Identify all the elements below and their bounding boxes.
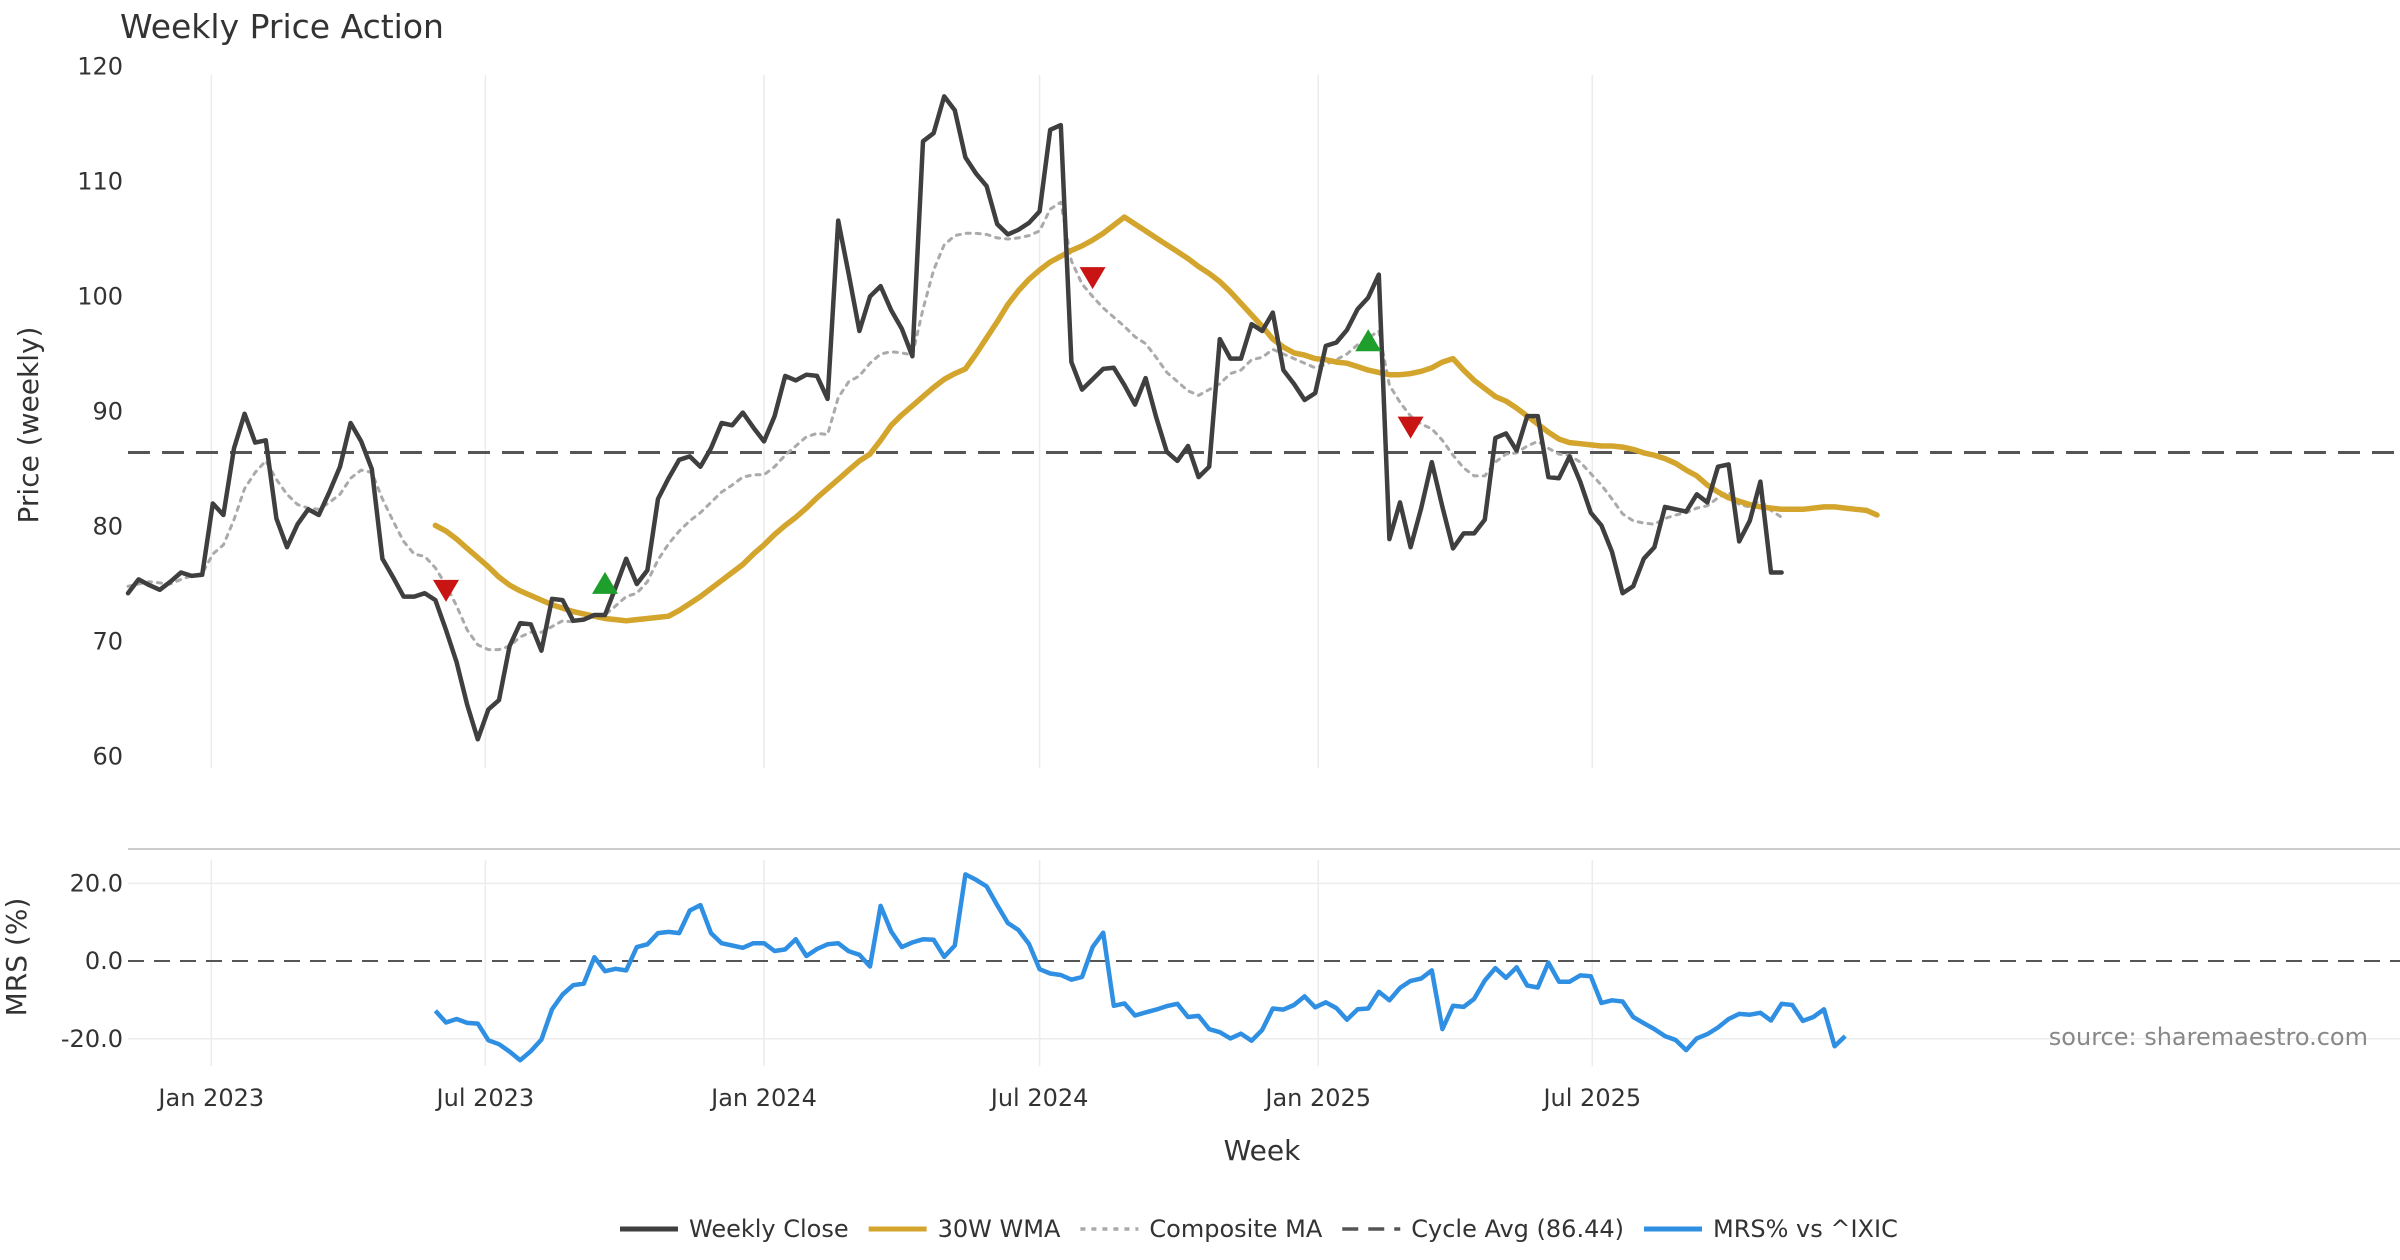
series-line-composite-ma <box>126 200 1784 652</box>
buy-signal-marker <box>1355 329 1382 352</box>
price-grid <box>210 75 1594 768</box>
signal-markers <box>433 267 1424 602</box>
x-tick-label: Jan 2023 <box>156 1084 264 1112</box>
legend: Weekly Close 30W WMA Composite MA Cycle Avg… <box>620 1215 1898 1243</box>
sell-signal-marker <box>1079 267 1106 290</box>
legend-label-cycle-avg-86-44: Cycle Avg (86.44) <box>1411 1215 1624 1243</box>
source-note: source: sharemaestro.com <box>2049 1023 2368 1051</box>
mrs-series <box>433 872 1847 1063</box>
series-line-weekly-close <box>125 94 1784 742</box>
mrs-grid <box>128 860 2400 1066</box>
mrs-y-tick-label: 0.0 <box>85 947 123 975</box>
mrs-panel: 20.0 0.0 -20.0 MRS (%) source: sharemaestr… <box>0 860 2400 1066</box>
price-y-axis-label: Price (weekly) <box>12 327 45 524</box>
sell-signal-marker <box>433 579 459 602</box>
mrs-y-tick-label: -20.0 <box>61 1025 123 1053</box>
price-y-tick-label: 110 <box>77 168 123 196</box>
mrs-y-axis-label: MRS (%) <box>0 898 33 1017</box>
price-y-tick-label: 100 <box>77 283 123 311</box>
legend-label-weekly-close: Weekly Close <box>689 1215 849 1243</box>
x-tick-label: Jul 2023 <box>435 1084 535 1112</box>
mrs-y-tick-label: 20.0 <box>70 869 123 897</box>
price-y-tick-label: 90 <box>92 398 123 426</box>
price-y-tick-label: 120 <box>77 53 123 81</box>
buy-signal-marker <box>592 571 618 594</box>
legend-label-30w-wma: 30W WMA <box>938 1215 1061 1243</box>
price-y-tick-label: 70 <box>92 628 123 656</box>
legend-label-mrs-vs-ixic: MRS% vs ^IXIC <box>1713 1215 1898 1243</box>
x-tick-label: Jul 2025 <box>1541 1084 1641 1112</box>
price-panel: 60 70 80 90 100 110 120 Price (weekly) <box>12 53 2400 771</box>
x-axis-ticks: Jan 2023 Jul 2023 Jan 2024 Jul 2024 Jan 2025… <box>156 1084 1641 1112</box>
x-tick-label: Jul 2024 <box>989 1084 1089 1112</box>
price-y-tick-label: 60 <box>92 743 123 771</box>
price-y-ticks: 60 70 80 90 100 110 120 <box>77 53 123 771</box>
series-line-mrs-vs-ixic <box>433 872 1847 1063</box>
x-axis-label: Week <box>1224 1134 1301 1167</box>
x-tick-label: Jan 2024 <box>709 1084 817 1112</box>
sell-signal-marker <box>1397 416 1424 439</box>
series-line-30w-wma <box>432 214 1880 624</box>
legend-label-composite-ma: Composite MA <box>1149 1215 1322 1243</box>
x-tick-label: Jan 2025 <box>1263 1084 1371 1112</box>
mrs-y-ticks: 20.0 0.0 -20.0 <box>61 869 123 1052</box>
price-y-tick-label: 80 <box>92 513 123 541</box>
price-series <box>125 94 1880 742</box>
chart-title: Weekly Price Action <box>120 7 444 46</box>
